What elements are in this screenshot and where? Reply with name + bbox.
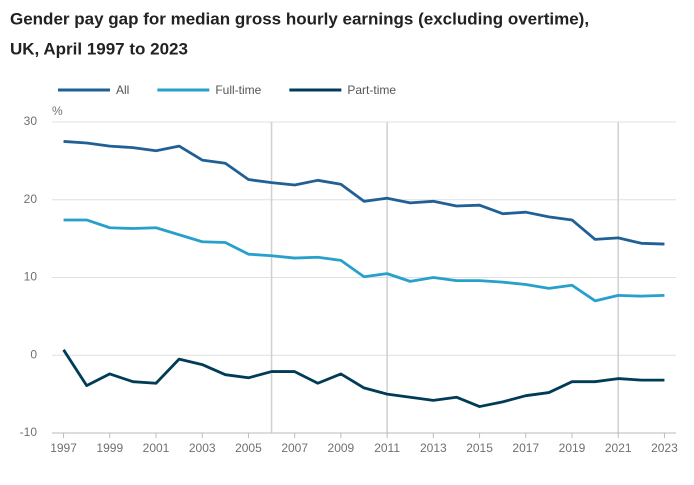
x-tick-label: 2007 [281,441,308,455]
chart-title: UK, April 1997 to 2023 [10,39,188,58]
y-tick-label: 10 [24,270,38,284]
series-line [63,218,665,303]
legend-label: All [116,83,129,97]
x-tick-label: 1997 [50,441,77,455]
y-tick-label: 30 [24,114,38,128]
y-tick-label: -10 [20,425,38,439]
y-tick-label: 20 [24,192,38,206]
x-tick-label: 2023 [651,441,678,455]
x-tick-label: 2017 [512,441,539,455]
y-unit: % [52,104,63,118]
legend-label: Full-time [215,83,261,97]
series-line [62,349,665,408]
x-tick-label: 2015 [466,441,493,455]
x-tick-label: 2009 [328,441,355,455]
x-tick-label: 2021 [605,441,632,455]
x-tick-label: 1999 [96,441,123,455]
series-line [63,140,665,246]
x-tick-label: 2011 [374,441,400,455]
y-tick-label: 0 [30,347,37,361]
legend-label: Part-time [347,83,396,97]
x-tick-label: 2005 [235,441,262,455]
chart-title: Gender pay gap for median gross hourly e… [10,9,589,28]
x-tick-label: 2019 [559,441,586,455]
x-tick-label: 2013 [420,441,447,455]
x-tick-label: 2003 [189,441,216,455]
x-tick-label: 2001 [143,441,170,455]
